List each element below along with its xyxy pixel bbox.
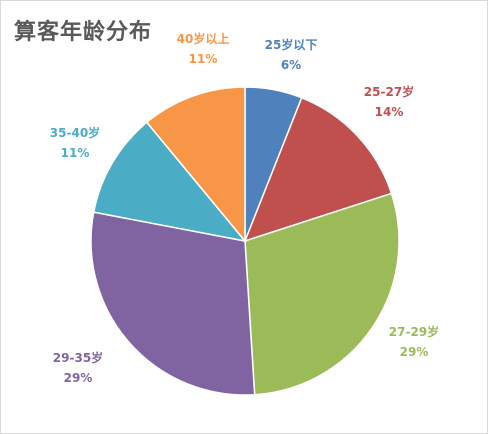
pie-slice-4 [90,211,256,396]
slice-value-label-3: 29% [400,345,429,359]
slice-label-4: 29-35岁 [53,350,103,365]
slice-value-label-4: 29% [64,371,93,385]
pie-slice-3 [244,192,400,396]
pie-slice-5 [92,121,247,243]
slice-value-label-5: 11% [61,146,90,160]
slice-label-5: 35-40岁 [50,125,100,140]
slice-value-label-6: 11% [189,52,218,66]
pie-slice-6 [145,86,246,244]
slice-label-6: 40岁以上 [177,31,230,46]
slice-label-2: 25-27岁 [364,84,414,99]
slice-label-3: 27-29岁 [389,324,439,339]
slice-value-label-2: 14% [375,105,404,119]
chart-title: 算客年龄分布 [14,20,153,45]
slice-label-1: 25岁以下 [265,37,318,52]
slice-value-label-1: 6% [281,58,301,72]
